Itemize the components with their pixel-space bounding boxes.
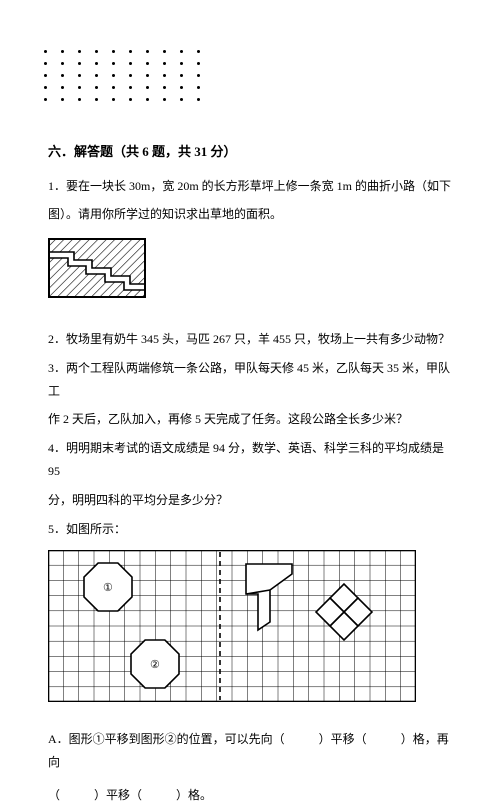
dot-grid <box>44 44 452 104</box>
question-1-line2: 图）。请用你所学过的知识求出草地的面积。 <box>48 203 452 226</box>
question-3-line2: 作 2 天后，乙队加入，再修 5 天完成了任务。这段公路全长多少米？ <box>48 408 452 431</box>
svg-text:②: ② <box>150 659 160 671</box>
qa-text-2: ）平移（ <box>319 732 367 746</box>
question-4-line2: 分，明明四科的平均分是多少分？ <box>48 489 452 512</box>
question-A-line1: A．图形①平移到图形②的位置，可以先向（ ）平移（ ）格，再向 <box>48 728 452 774</box>
question-3-line1: 3．两个工程队两端修筑一条公路，甲队每天修 45 米，乙队每天 35 米，甲队工 <box>48 357 452 403</box>
qa2-text-3: ）格。 <box>176 788 212 802</box>
qa2-text-1: （ <box>48 788 60 802</box>
question-4-line1: 4．明明期末考试的语文成绩是 94 分，数学、英语、科学三科的平均成绩是 95 <box>48 437 452 483</box>
question-2: 2．牧场里有奶牛 345 头，马匹 267 只，羊 455 只，牧场上一共有多少… <box>48 328 452 351</box>
section-title: 六．解答题（共 6 题，共 31 分） <box>48 140 452 165</box>
figure-grid-shapes: ① ② <box>48 550 452 710</box>
question-1-line1: 1．要在一块长 30m，宽 20m 的长方形草坪上修一条宽 1m 的曲折小路（如… <box>48 175 452 198</box>
question-5: 5．如图所示： <box>48 518 452 541</box>
qa2-text-2: ）平移（ <box>94 788 142 802</box>
qa-text-1: A．图形①平移到图形②的位置，可以先向（ <box>48 732 285 746</box>
figure-stair-path <box>48 238 452 306</box>
svg-text:①: ① <box>103 582 113 594</box>
question-A-line2: （ ）平移（ ）格。 <box>48 784 452 807</box>
